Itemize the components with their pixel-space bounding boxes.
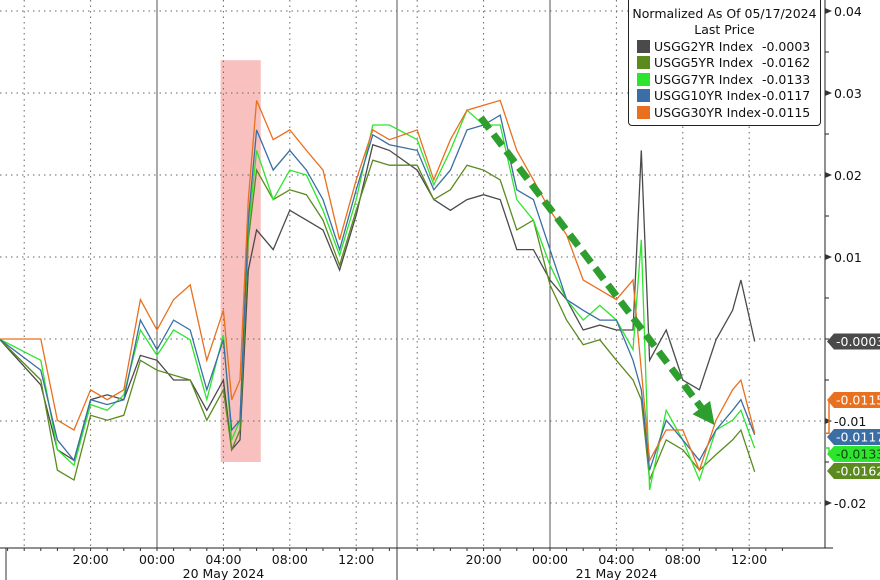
y-tick-marker <box>825 8 832 14</box>
series-line-usgg5yr <box>0 159 756 481</box>
y-tick-label: -0.01 <box>834 414 866 429</box>
series-line-usgg30yr <box>0 99 756 473</box>
legend-series-name: USGG30YR Index <box>654 104 762 120</box>
last-value-badge-usgg7yr: -0.0133 <box>825 446 880 462</box>
badge-background <box>827 429 880 445</box>
x-date-label: 20 May 2024 <box>183 566 265 580</box>
x-tick-label: 12:00 <box>338 552 374 567</box>
last-value-badge-usgg10yr: -0.0117 <box>827 429 880 445</box>
legend-title: Normalized As Of 05/17/2024 <box>632 6 817 21</box>
y-tick-label: 0.04 <box>834 4 862 19</box>
legend-last-value: -0.0117 <box>762 88 811 104</box>
x-tick-label: 20:00 <box>73 552 109 567</box>
x-tick-label: 04:00 <box>205 552 241 567</box>
last-value-badge-usgg30yr: -0.0115 <box>825 392 880 435</box>
legend-last-value: -0.0162 <box>762 55 811 71</box>
y-tick-marker <box>825 254 832 260</box>
series-line-usgg10yr <box>0 114 756 471</box>
legend-swatch <box>637 89 650 103</box>
legend-series-name: USGG2YR Index <box>654 38 754 54</box>
legend-item: USGG5YR Index -0.0162 <box>629 55 820 72</box>
legend-last-value: -0.0003 <box>762 38 811 54</box>
legend-series-name: USGG10YR Index <box>654 88 762 104</box>
legend-last-value: -0.0115 <box>762 104 811 120</box>
badge-value: -0.0162 <box>836 464 880 479</box>
y-tick-label: 0.02 <box>834 168 862 183</box>
legend-swatch <box>637 72 650 86</box>
legend-last-value: -0.0133 <box>762 71 811 87</box>
legend-item: USGG10YR Index -0.0117 <box>629 88 820 105</box>
x-tick-label: 12:00 <box>731 552 767 567</box>
y-tick-label: -0.02 <box>834 496 866 511</box>
y-tick-marker <box>825 500 832 506</box>
x-date-label: 21 May 2024 <box>576 566 658 580</box>
legend-series-name: USGG7YR Index <box>654 71 754 87</box>
legend-swatch <box>637 105 650 119</box>
legend-item: USGG2YR Index -0.0003 <box>629 38 820 55</box>
trend-arrow-head <box>692 400 715 426</box>
y-tick-marker <box>825 172 832 178</box>
x-tick-label: 20:00 <box>466 552 502 567</box>
badge-value: -0.0117 <box>836 430 880 445</box>
x-tick-label: 08:00 <box>665 552 701 567</box>
x-tick-label: 08:00 <box>272 552 308 567</box>
legend-swatch <box>637 56 650 70</box>
badge-background <box>827 463 880 479</box>
legend-series-name: USGG5YR Index <box>654 55 754 71</box>
badge-value: -0.0115 <box>836 393 880 408</box>
trend-arrow-shaft <box>478 115 705 410</box>
y-tick-label: 0.03 <box>834 86 862 101</box>
badge-background <box>827 333 880 350</box>
badge-value: -0.0003 <box>836 334 880 349</box>
last-value-badge-usgg5yr: -0.0162 <box>827 463 880 479</box>
series-line-usgg2yr <box>0 143 756 462</box>
legend-item: USGG30YR Index -0.0115 <box>629 104 820 121</box>
y-tick-marker <box>825 90 832 96</box>
legend-rows: USGG2YR Index -0.0003 USGG5YR Index -0.0162… <box>629 38 820 121</box>
legend-subtitle: Last Price <box>694 22 755 37</box>
badge-connector <box>825 400 830 435</box>
badge-value: -0.0133 <box>836 447 880 462</box>
legend-item: USGG7YR Index -0.0133 <box>629 71 820 88</box>
badge-background <box>827 446 880 462</box>
x-tick-label: 00:00 <box>139 552 175 567</box>
badge-background <box>827 392 880 408</box>
series-line-usgg7yr <box>0 109 756 491</box>
legend: Normalized As Of 05/17/2024 Last Price U… <box>628 0 821 126</box>
x-tick-label: 00:00 <box>532 552 568 567</box>
legend-swatch <box>637 39 650 53</box>
last-value-badge-usgg2yr: -0.0003 <box>827 333 880 350</box>
y-tick-label: 0.01 <box>834 250 862 265</box>
x-tick-label: 04:00 <box>598 552 634 567</box>
